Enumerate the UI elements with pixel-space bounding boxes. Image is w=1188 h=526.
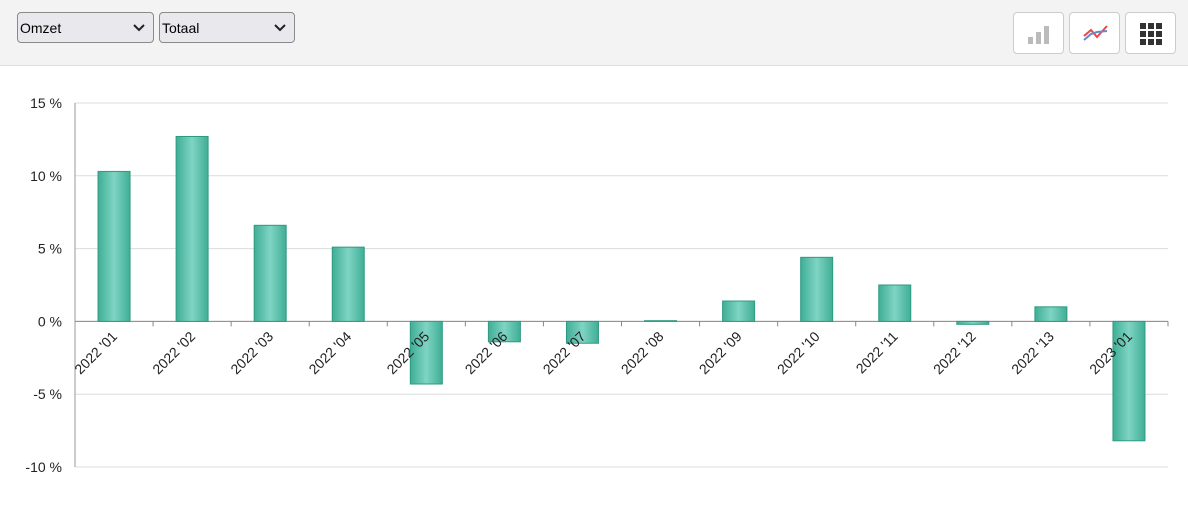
y-tick-label: -5 % [33,386,62,402]
select-label: Omzet [20,20,62,36]
bar [1034,306,1068,322]
y-tick-label: 15 % [30,95,62,111]
x-tick-label: 2022 '11 [853,328,901,376]
chart: -10 % -5 % 0 % 5 % 10 % 15 % 2022 '01 2022 '02 2… [25,95,1169,475]
chevron [274,24,286,32]
bar [644,320,678,322]
bar [487,320,521,343]
chevron [133,24,145,32]
bar [565,320,599,344]
bar [175,135,209,322]
bar [800,256,834,322]
icon [1083,25,1108,41]
table-button[interactable] [1125,12,1176,54]
x-tick-label: 2022 '09 [696,328,745,377]
bar [253,224,287,322]
bar-chart-button[interactable] [1013,12,1064,54]
select-label: Totaal [162,20,200,36]
x-tick-label: 2022 '06 [462,328,511,377]
x-tick-label: 2022 '13 [1008,328,1057,377]
x-tick-label: 2022 '01 [71,328,120,377]
x-tick-label: 2022 '03 [227,328,276,377]
bar [878,284,912,322]
line-chart-button[interactable] [1069,12,1120,54]
bar [409,320,443,385]
bar [722,300,756,322]
icon [1028,26,1049,44]
x-tick-label: 2022 '10 [774,328,823,377]
bar [97,170,131,322]
icon [1140,23,1162,45]
y-tick-label: 0 % [38,313,62,329]
y-tick-label: 5 % [38,241,62,257]
x-tick-label: 2022 '08 [618,328,667,377]
x-tick-label: 2022 '12 [930,328,979,377]
x-tick-label: 2022 '07 [540,328,589,377]
y-tick-label: -10 % [25,459,62,475]
bar [331,246,365,322]
select[interactable]: Totaal [159,12,295,43]
select[interactable]: Omzet [17,12,154,43]
y-tick-label: 10 % [30,168,62,184]
toolbar: Omzet Totaal [0,0,1188,66]
x-tick-label: 2022 '04 [305,328,354,377]
x-tick-label: 2022 '02 [149,328,198,377]
bar [956,320,990,325]
bar [1112,320,1146,442]
